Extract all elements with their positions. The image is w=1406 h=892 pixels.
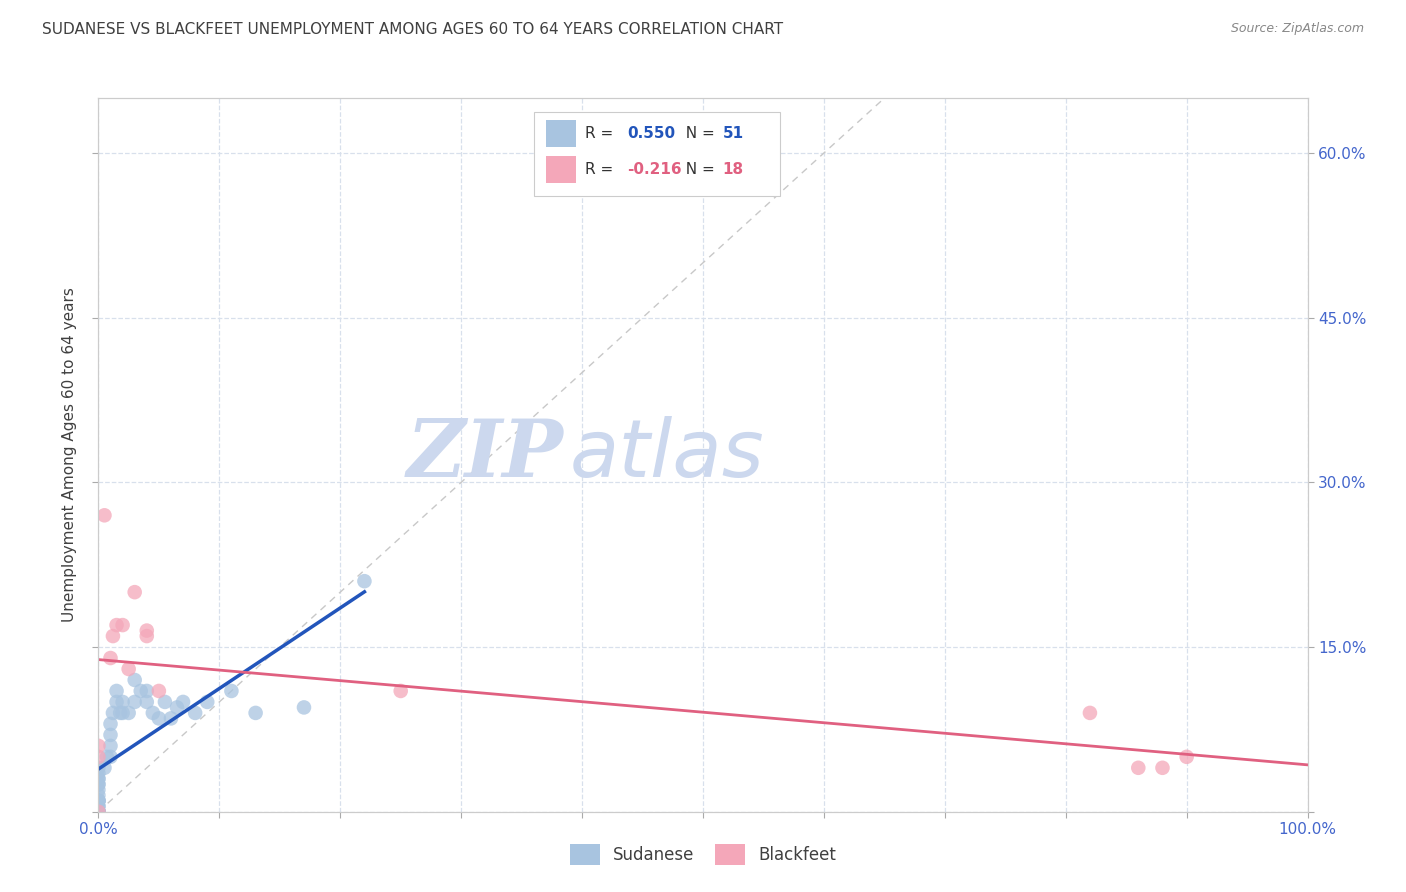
Point [135,684,157,698]
Point [135,624,157,638]
Point [148,711,170,725]
Point [87,749,110,764]
Point [87,805,110,819]
Point [148,684,170,698]
Point [118,662,141,676]
Point [87,794,110,808]
Point [87,799,110,814]
Point [87,799,110,814]
Point [166,700,188,714]
Point [101,706,124,720]
Point [100,717,122,731]
Point [93,761,115,775]
Text: 0.550: 0.550 [627,127,675,141]
Point [172,695,194,709]
Point [105,684,128,698]
Point [111,706,134,720]
Text: R =: R = [585,127,619,141]
Point [100,728,122,742]
Point [87,805,110,819]
Point [124,585,146,599]
Point [1128,761,1150,775]
Point [160,711,183,725]
Text: 51: 51 [723,127,744,141]
Point [108,706,131,720]
Point [87,805,110,819]
Point [87,805,110,819]
Text: -0.216: -0.216 [627,162,682,177]
Point [87,805,110,819]
Point [87,805,110,819]
Point [100,651,122,665]
Point [195,695,218,709]
Point [1078,706,1101,720]
Point [353,574,375,589]
Text: ZIP: ZIP [408,417,564,493]
Text: 18: 18 [723,162,744,177]
Point [124,673,146,687]
Point [87,739,110,753]
Point [111,618,134,632]
Point [100,739,122,753]
Point [87,805,110,819]
Point [100,749,122,764]
Point [118,706,141,720]
Text: Source: ZipAtlas.com: Source: ZipAtlas.com [1230,22,1364,36]
Point [153,695,176,709]
Point [221,684,243,698]
Point [101,629,124,643]
Point [87,794,110,808]
Point [87,772,110,786]
Point [87,794,110,808]
Point [184,706,207,720]
Point [142,706,165,720]
Text: SUDANESE VS BLACKFEET UNEMPLOYMENT AMONG AGES 60 TO 64 YEARS CORRELATION CHART: SUDANESE VS BLACKFEET UNEMPLOYMENT AMONG… [42,22,783,37]
Point [87,805,110,819]
Point [87,761,110,775]
Point [87,794,110,808]
Point [1152,761,1174,775]
Point [105,695,128,709]
Legend: Sudanese, Blackfeet: Sudanese, Blackfeet [564,838,842,871]
Point [87,777,110,791]
Point [1175,749,1198,764]
Point [135,629,157,643]
Point [87,789,110,803]
Point [292,700,315,714]
Point [245,706,267,720]
Point [87,782,110,797]
Point [111,695,134,709]
Point [105,618,128,632]
Point [87,772,110,786]
Y-axis label: Unemployment Among Ages 60 to 64 years: Unemployment Among Ages 60 to 64 years [62,287,77,623]
Point [96,749,118,764]
Text: N =: N = [676,162,720,177]
Text: R =: R = [585,162,619,177]
Point [93,508,115,523]
Point [389,684,412,698]
Point [135,695,157,709]
Point [87,777,110,791]
Text: N =: N = [676,127,720,141]
Text: atlas: atlas [569,416,765,494]
Point [124,695,146,709]
Point [129,684,152,698]
Point [87,766,110,780]
